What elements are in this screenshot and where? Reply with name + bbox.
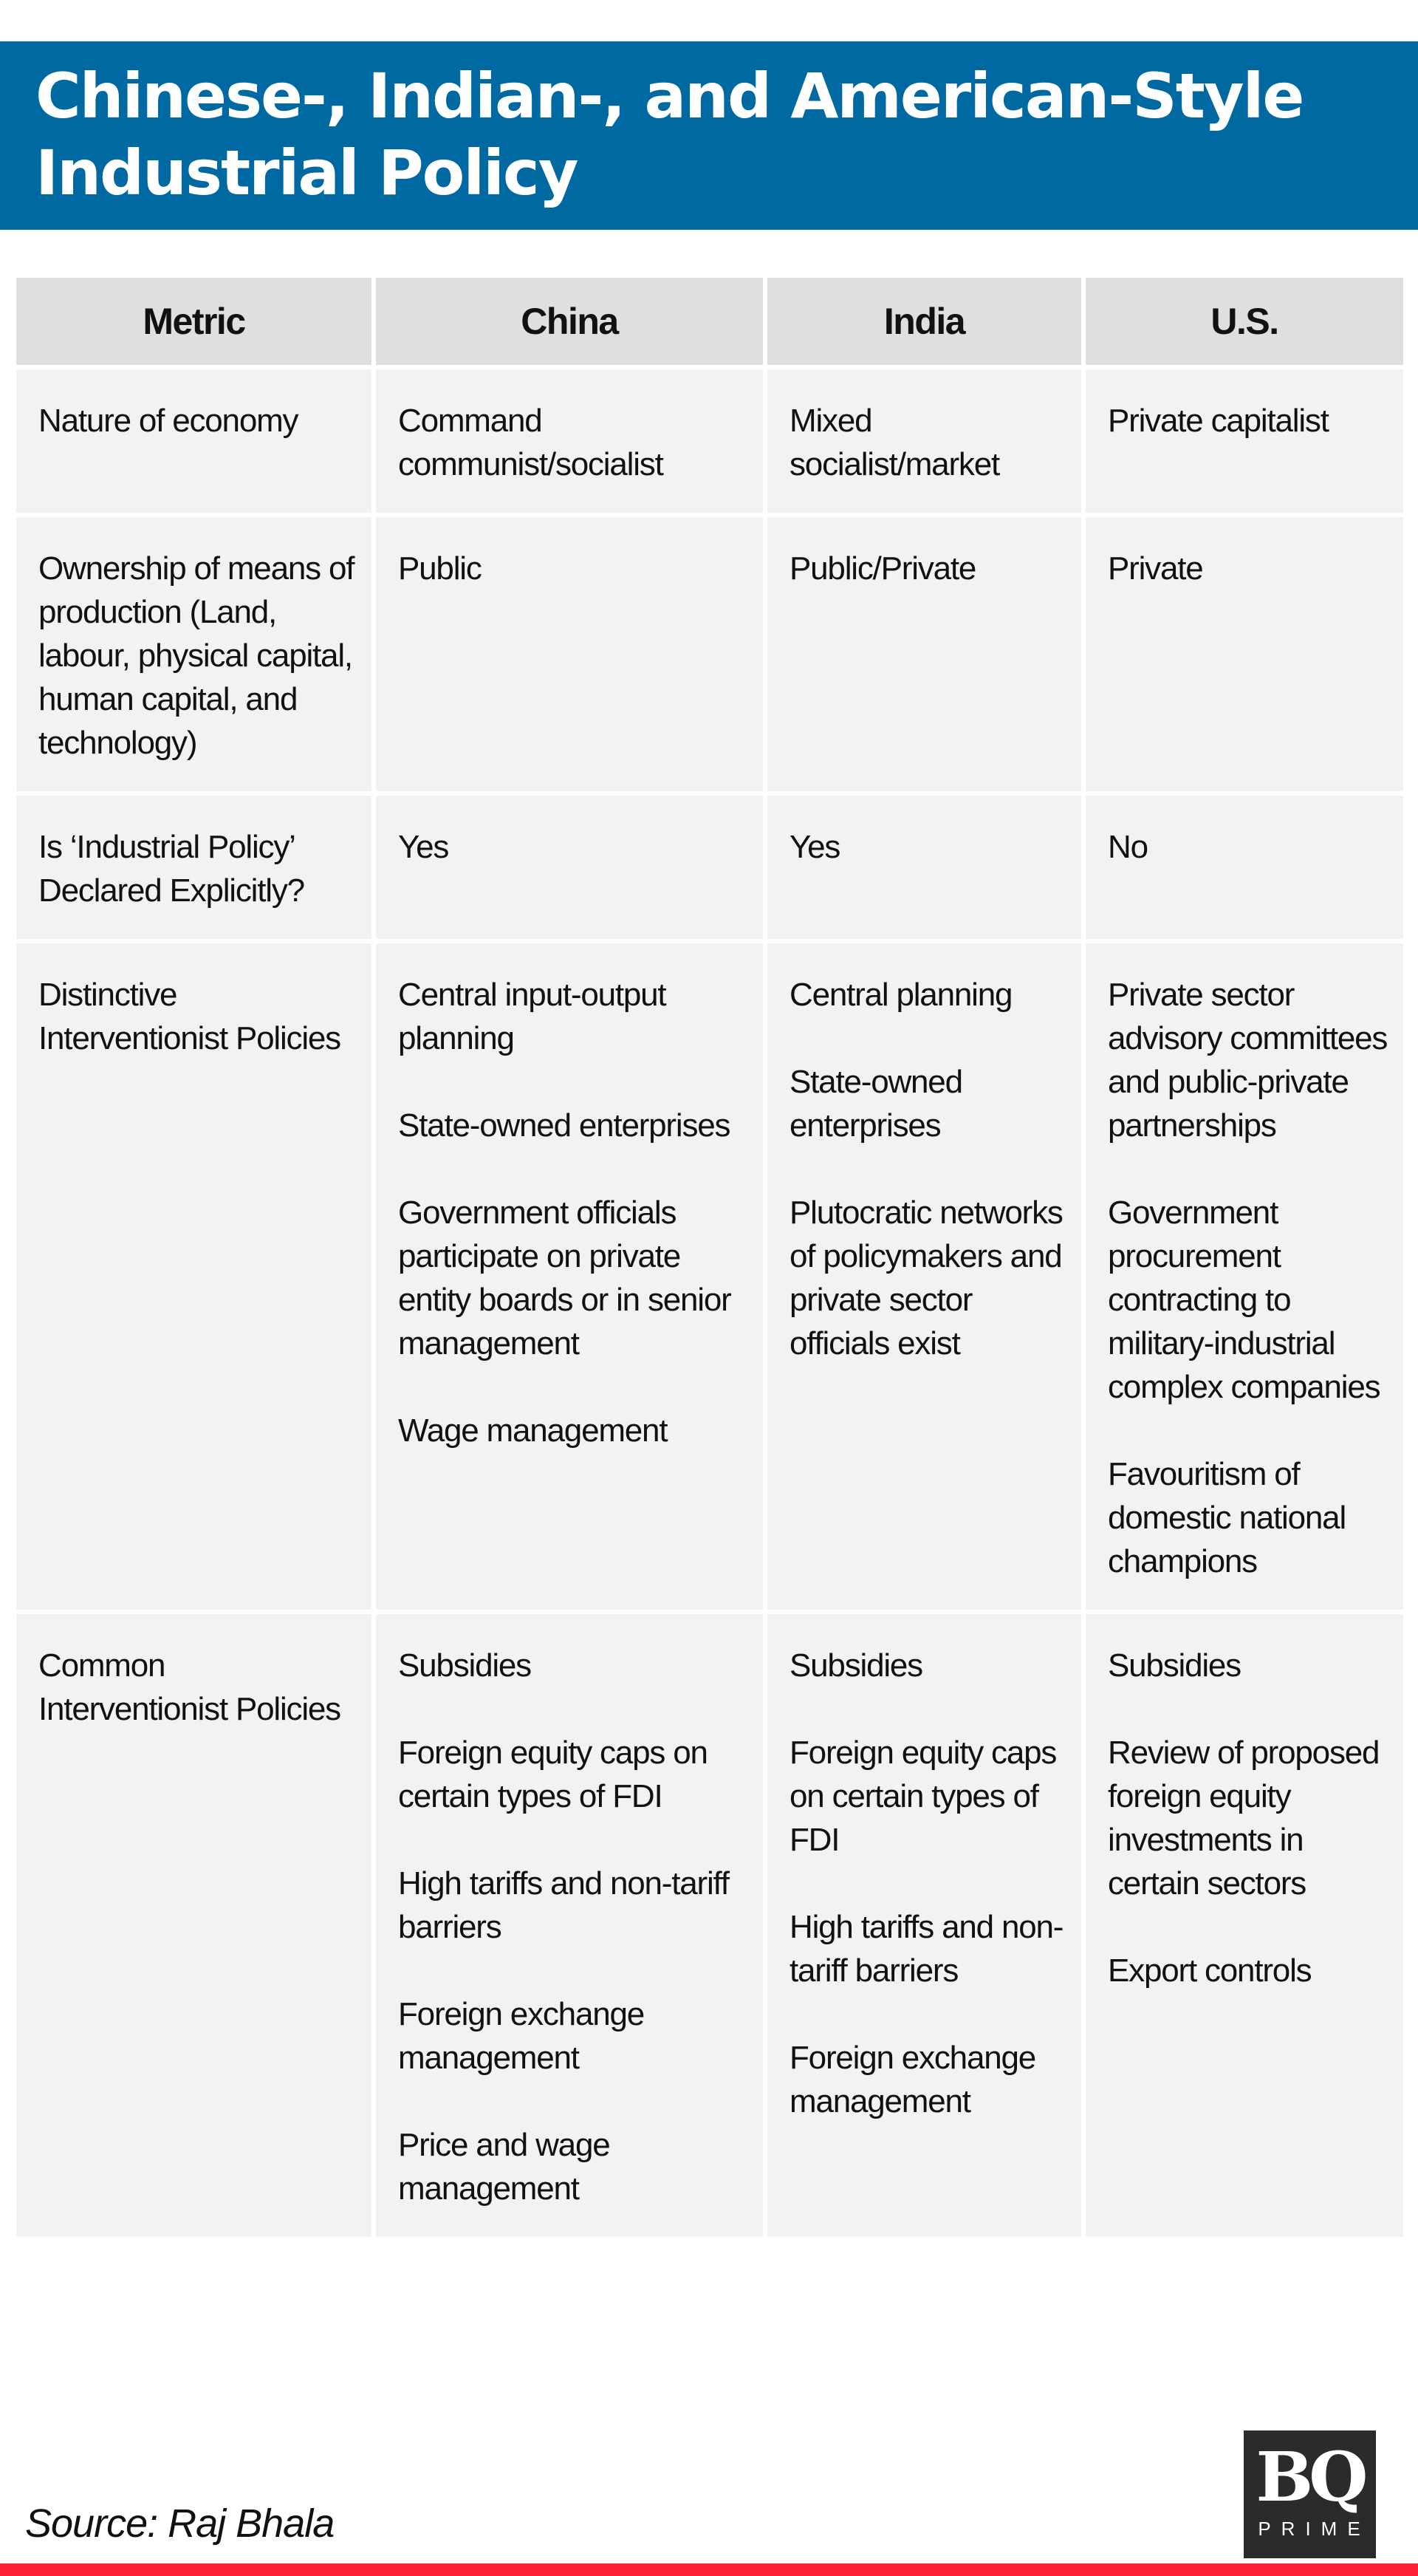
page-title: Chinese-, Indian-, and American-Style In…	[35, 60, 1304, 209]
cell-text: Price and wage management	[398, 2127, 611, 2207]
cell-text: Mixed socialist/market	[790, 403, 1000, 482]
cell-china: Yes	[376, 796, 763, 939]
cell-us: Private	[1086, 517, 1403, 791]
cell-india: Public/Private	[767, 517, 1081, 791]
cell-china: Public	[376, 517, 763, 791]
cell-text: Yes	[398, 829, 449, 865]
cell-text: State-owned enterprises	[398, 1107, 731, 1144]
cell-text: No	[1108, 829, 1148, 865]
cell-text: Subsidies	[790, 1647, 923, 1684]
cell-text: State-owned enterprises	[790, 1064, 963, 1144]
title-banner: Chinese-, Indian-, and American-Style In…	[0, 41, 1418, 230]
column-header-china: China	[376, 278, 763, 365]
cell-text: Ownership of means of production (Land, …	[38, 550, 354, 761]
cell-text: Private	[1108, 550, 1204, 587]
cell-text: Wage management	[398, 1412, 668, 1449]
cell-us: Private capitalist	[1086, 369, 1403, 513]
logo-sub: PRIME	[1258, 2518, 1371, 2540]
cell-india: Mixed socialist/market	[767, 369, 1081, 513]
cell-china: Central input-output planning State-owned…	[376, 943, 763, 1610]
cell-text: Foreign exchange management	[398, 1996, 645, 2076]
comparison-table: Metric China India U.S. Nature of econom…	[12, 273, 1408, 2241]
cell-china: Command communist/socialist	[376, 369, 763, 513]
cell-text: Review of proposed foreign equity invest…	[1108, 1735, 1380, 1902]
cell-metric: Is ‘Industrial Policy’ Declared Explicit…	[16, 796, 371, 939]
table-row: Is ‘Industrial Policy’ Declared Explicit…	[16, 796, 1403, 939]
logo-mark: BQ	[1256, 2437, 1369, 2517]
table-row: Distinctive Interventionist Policies Cent…	[16, 943, 1403, 1610]
cell-text: Foreign exchange management	[790, 2040, 1036, 2119]
cell-india: Subsidies Foreign equity caps on certain …	[767, 1614, 1081, 2237]
column-header-metric: Metric	[16, 278, 371, 365]
cell-text: Subsidies	[398, 1647, 532, 1684]
cell-china: Subsidies Foreign equity caps on certain …	[376, 1614, 763, 2237]
cell-us: No	[1086, 796, 1403, 939]
bq-prime-logo: BQ PRIME	[1244, 2430, 1376, 2558]
cell-text: Yes	[790, 829, 840, 865]
cell-text: Foreign equity caps on certain types of …	[398, 1735, 708, 1814]
cell-text: Private sector advisory committees and p…	[1108, 977, 1388, 1144]
cell-text: Public/Private	[790, 550, 976, 587]
cell-us: Subsidies Review of proposed foreign equi…	[1086, 1614, 1403, 2237]
cell-india: Yes	[767, 796, 1081, 939]
column-header-us: U.S.	[1086, 278, 1403, 365]
cell-text: Is ‘Industrial Policy’ Declared Explicit…	[38, 829, 305, 909]
cell-text: Public	[398, 550, 482, 587]
cell-text: Private capitalist	[1108, 403, 1329, 439]
cell-text: Government procurement contracting to mi…	[1108, 1195, 1381, 1405]
column-header-india: India	[767, 278, 1081, 365]
cell-metric: Distinctive Interventionist Policies	[16, 943, 371, 1610]
header-row: Metric China India U.S.	[16, 278, 1403, 365]
cell-metric: Ownership of means of production (Land, …	[16, 517, 371, 791]
accent-bar	[0, 2563, 1418, 2576]
table-row: Ownership of means of production (Land, …	[16, 517, 1403, 791]
cell-text: Plutocratic networks of policymakers and…	[790, 1195, 1064, 1362]
cell-text: Central planning	[790, 977, 1013, 1013]
cell-metric: Nature of economy	[16, 369, 371, 513]
cell-text: Government officials participate on priv…	[398, 1195, 732, 1362]
cell-india: Central planning State-owned enterprises P…	[767, 943, 1081, 1610]
table-row: Nature of economy Command communist/socia…	[16, 369, 1403, 513]
cell-text: Common Interventionist Policies	[38, 1647, 341, 1727]
cell-text: Favouritism of domestic national champio…	[1108, 1456, 1346, 1579]
cell-text: Foreign equity caps on certain types of …	[790, 1735, 1057, 1858]
cell-us: Private sector advisory committees and p…	[1086, 943, 1403, 1610]
cell-metric: Common Interventionist Policies	[16, 1614, 371, 2237]
cell-text: Nature of economy	[38, 403, 299, 439]
cell-text: Distinctive Interventionist Policies	[38, 977, 341, 1056]
cell-text: High tariffs and non-tariff barriers	[398, 1865, 730, 1945]
source-note: Source: Raj Bhala	[25, 2501, 335, 2546]
cell-text: Command communist/socialist	[398, 403, 664, 482]
cell-text: Central input-output planning	[398, 977, 667, 1056]
cell-text: Subsidies	[1108, 1647, 1241, 1684]
table-row: Common Interventionist Policies Subsidies…	[16, 1614, 1403, 2237]
cell-text: Export controls	[1108, 1953, 1312, 1989]
cell-text: High tariffs and non-tariff barriers	[790, 1909, 1064, 1989]
